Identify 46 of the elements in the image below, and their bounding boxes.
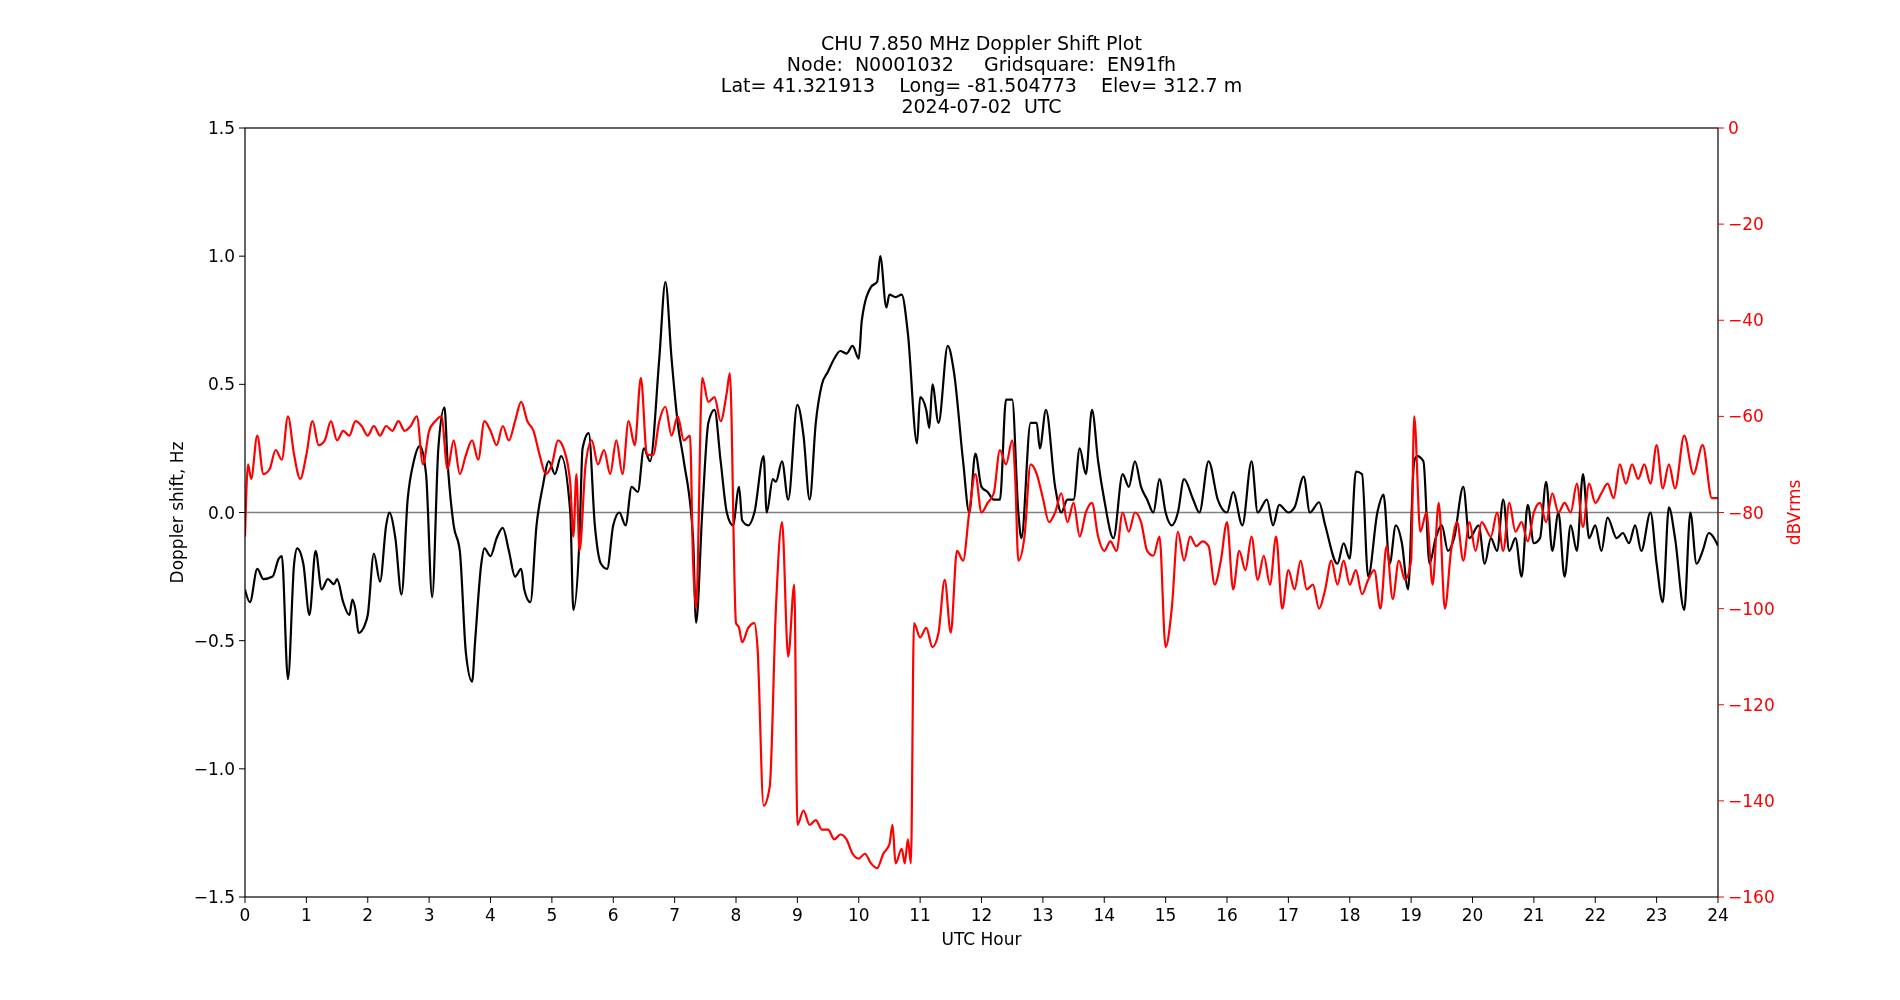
y2-tick-label: −120 [1728,694,1775,715]
y-tick-label: 1.0 [207,246,235,267]
x-tick-label: 17 [1277,905,1300,925]
x-tick-label: 1 [300,905,312,925]
x-tick-label: 12 [970,905,993,925]
x-tick-label: 6 [607,905,619,925]
x-tick-label: 21 [1523,905,1545,925]
x-tick-label: 16 [1216,905,1238,925]
x-tick-label: 13 [1032,905,1054,925]
y2-tick-label: −80 [1728,502,1764,523]
chart-title: CHU 7.850 MHz Doppler Shift Plot Node: N0001032 Gridsquare: EN91fh Lat= 41.321913 Long= -81.504773 Elev= 312.7 m 2024-07-02 UTC [720,32,1243,117]
x-tick-label: 9 [791,905,803,925]
y2-tick-label: −40 [1728,310,1764,331]
y2-tick-label: 0 [1728,118,1739,138]
y2-tick-label: −60 [1728,406,1764,427]
x-tick-label: 19 [1400,905,1422,925]
y2-tick-label: −100 [1728,598,1775,619]
x-tick-label: 8 [730,905,742,925]
y-tick-label: 1.5 [207,118,235,138]
y-axis-title: Doppler shift, Hz [167,441,187,584]
x-tick-label: 20 [1461,905,1484,925]
x-tick-label: 23 [1645,905,1668,925]
x-tick-label: 15 [1154,905,1177,925]
y-tick-label: −0.5 [193,630,235,651]
x-tick-label: 7 [669,905,681,925]
x-tick-label: 18 [1338,905,1361,925]
y2-axis-title: dBVrms [1784,479,1804,546]
x-tick-label: 2 [362,905,374,925]
y-tick-label: 0.0 [207,502,235,523]
x-tick-label: 5 [546,905,558,925]
line-series [245,372,1718,870]
x-tick-label: 11 [909,905,931,925]
x-tick-label: 14 [1093,905,1116,925]
y-tick-label: 0.5 [207,374,235,395]
x-tick-label: 10 [847,905,870,925]
y-tick-label: −1.0 [193,758,235,779]
x-tick-label: 24 [1707,905,1729,925]
x-tick-label: 0 [239,905,251,925]
y2-tick-label: −160 [1728,887,1775,907]
y-tick-label: −1.5 [193,887,235,907]
y2-tick-label: −140 [1728,790,1775,811]
x-axis-title: UTC Hour [941,929,1022,949]
x-tick-label: 4 [485,905,496,925]
x-tick-label: 22 [1584,905,1607,925]
y2-tick-label: −20 [1728,214,1764,235]
x-tick-label: 3 [423,905,435,925]
